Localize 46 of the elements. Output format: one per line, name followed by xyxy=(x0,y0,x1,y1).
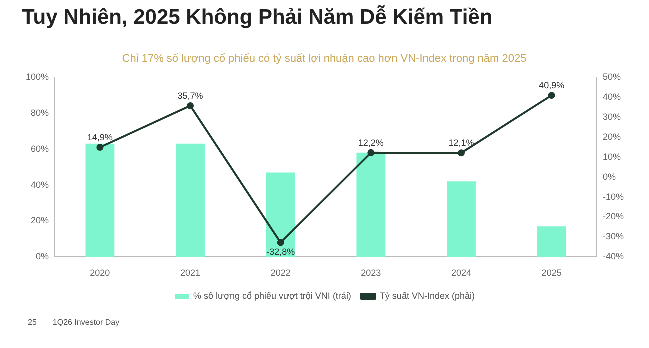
y-tick-label: 100% xyxy=(26,72,50,82)
y2-tick-label: 30% xyxy=(602,112,622,122)
legend-label: Tỷ suất VN-Index (phải) xyxy=(380,290,475,301)
y2-tick-label: -20% xyxy=(602,212,624,222)
y-tick-label: 20% xyxy=(31,216,50,226)
data-label: 12,1% xyxy=(448,138,474,148)
y-tick-label: 0% xyxy=(36,252,50,262)
point xyxy=(96,144,104,152)
legend-label: % số lượng cổ phiếu vượt trội VNI (trái) xyxy=(194,290,352,301)
chart-subtitle: Chỉ 17% số lượng cổ phiếu có tỷ suất lợi nhuận cao hơn VN-Index trong năm 2025 xyxy=(121,53,528,65)
point xyxy=(187,102,194,110)
y-tick-label: 40% xyxy=(31,180,50,190)
data-label: 12,2% xyxy=(358,138,384,148)
y2-tick-label: 0% xyxy=(602,172,616,182)
bar xyxy=(537,226,566,258)
bar xyxy=(176,144,205,258)
y-tick-label: 80% xyxy=(31,108,50,118)
y2-tick-label: -30% xyxy=(602,232,624,242)
bar xyxy=(266,172,296,258)
x-tick-label: 2022 xyxy=(270,268,291,278)
bar xyxy=(447,182,476,258)
point xyxy=(368,149,375,156)
data-label: 40,9% xyxy=(539,80,565,91)
text: 1Q26 Investor Day xyxy=(52,318,120,327)
chart-title: Tuy Nhiên, 2025 Không Phải Năm Dễ Kiếm Tiền xyxy=(22,6,493,30)
bar xyxy=(86,144,115,258)
point xyxy=(548,92,556,100)
y2-tick-label: 40% xyxy=(602,92,622,102)
x-tick-label: 2020 xyxy=(90,268,110,278)
data-label: 35,7% xyxy=(178,90,204,101)
bar xyxy=(356,152,386,258)
y2-tick-label: 10% xyxy=(602,152,622,162)
y2-tick-label: 20% xyxy=(602,132,622,142)
data-label: -32,8% xyxy=(266,246,296,257)
y2-tick-label: -10% xyxy=(602,192,624,202)
x-tick-label: 2024 xyxy=(451,268,472,278)
x-tick-label: 2025 xyxy=(542,268,562,278)
y2-tick-label: 50% xyxy=(602,72,622,82)
point xyxy=(458,150,465,157)
point xyxy=(277,239,284,246)
data-label: 14,9% xyxy=(87,132,113,143)
text: 25 xyxy=(28,318,37,327)
y-tick-label: 60% xyxy=(31,144,50,154)
x-tick-label: 2021 xyxy=(180,268,201,278)
y2-tick-label: -40% xyxy=(602,252,624,262)
x-tick-label: 2023 xyxy=(361,268,382,278)
